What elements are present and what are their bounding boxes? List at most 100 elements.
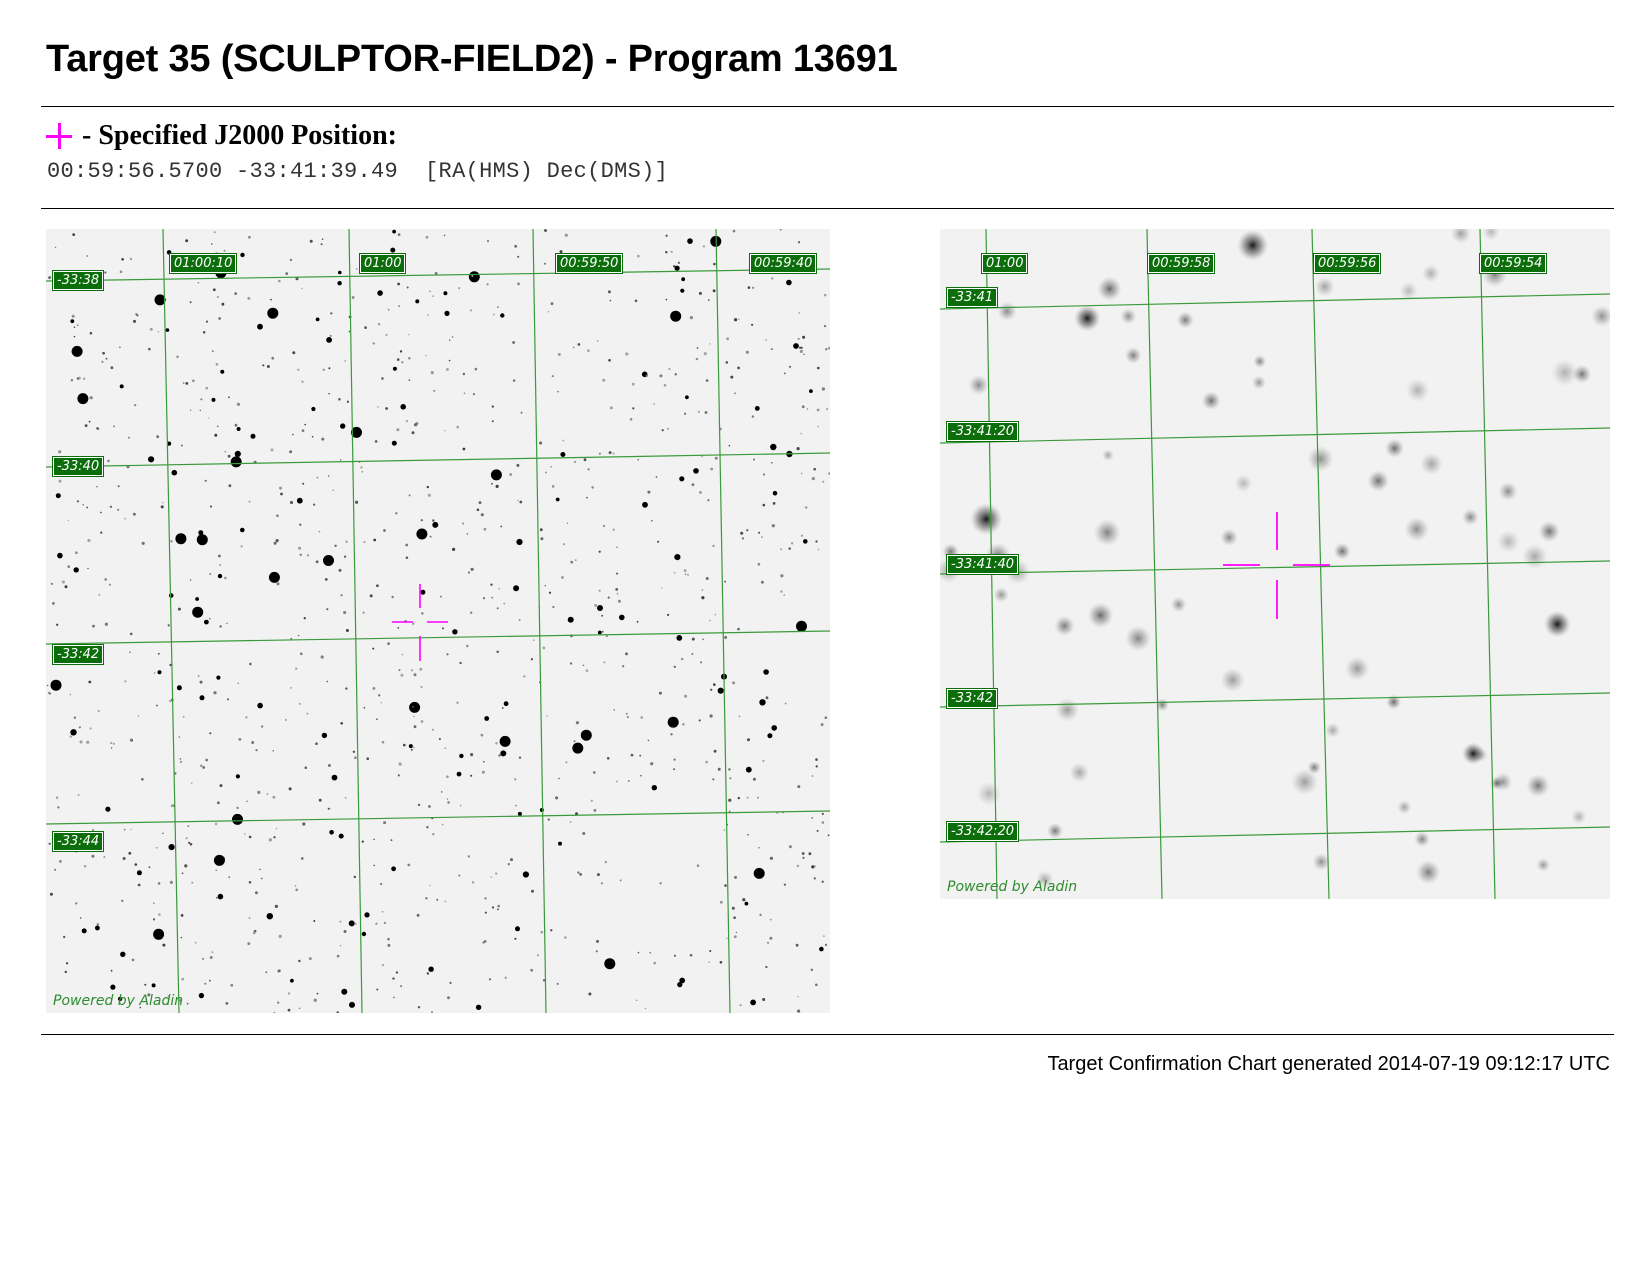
star-mark xyxy=(612,452,615,455)
star-mark xyxy=(451,336,454,338)
star-mark xyxy=(248,500,251,503)
star-mark xyxy=(88,420,91,423)
star-mark xyxy=(343,930,347,933)
star-mark xyxy=(336,1011,339,1013)
star-mark xyxy=(574,461,576,463)
star-mark xyxy=(139,1006,142,1009)
star-mark xyxy=(377,323,381,326)
star-mark xyxy=(685,395,689,400)
star-mark xyxy=(579,873,582,876)
star-mark xyxy=(1421,264,1441,283)
star-mark xyxy=(321,732,328,739)
star-mark xyxy=(432,521,439,528)
star-mark xyxy=(339,945,342,947)
dec-label: -33:42 xyxy=(945,688,999,709)
star-mark xyxy=(491,482,493,485)
star-mark xyxy=(272,795,276,799)
star-mark xyxy=(54,868,57,871)
star-mark xyxy=(737,366,740,370)
star-mark xyxy=(405,556,409,559)
star-mark xyxy=(710,688,713,691)
star-mark xyxy=(158,913,161,916)
star-mark xyxy=(555,796,559,800)
star-mark xyxy=(166,250,172,255)
star-mark xyxy=(362,611,365,614)
star-mark xyxy=(129,632,133,636)
star-mark xyxy=(134,863,138,866)
star-mark xyxy=(1570,808,1587,825)
star-mark xyxy=(469,309,473,312)
star-mark xyxy=(255,891,258,895)
star-mark xyxy=(183,716,185,718)
star-mark xyxy=(637,254,640,258)
star-mark xyxy=(110,366,114,370)
star-mark xyxy=(661,587,663,589)
star-mark xyxy=(301,380,304,383)
star-mark xyxy=(445,368,449,371)
star-mark xyxy=(705,760,708,764)
star-mark xyxy=(1591,305,1610,328)
star-mark xyxy=(712,289,716,293)
star-mark xyxy=(209,732,212,735)
star-mark xyxy=(557,391,559,393)
star-mark xyxy=(1087,602,1114,629)
star-mark xyxy=(413,715,415,718)
star-mark xyxy=(608,359,611,362)
star-mark xyxy=(165,328,170,332)
star-mark xyxy=(261,725,264,728)
star-mark xyxy=(800,472,803,475)
star-mark xyxy=(993,586,1010,603)
star-mark xyxy=(287,1008,291,1012)
star-mark xyxy=(64,970,67,974)
star-mark xyxy=(221,302,225,306)
star-mark xyxy=(219,564,222,566)
star-mark xyxy=(503,602,506,605)
star-mark xyxy=(601,630,604,633)
star-mark xyxy=(746,796,749,799)
star-mark xyxy=(564,233,568,237)
star-mark xyxy=(600,882,604,885)
star-mark xyxy=(59,860,62,863)
star-mark xyxy=(195,597,200,601)
star-mark xyxy=(71,345,83,357)
star-mark xyxy=(801,405,805,409)
star-mark xyxy=(661,429,664,432)
star-mark xyxy=(406,286,409,289)
star-mark xyxy=(816,408,820,412)
star-mark xyxy=(507,863,510,866)
star-mark xyxy=(385,407,388,410)
star-mark xyxy=(467,855,471,858)
star-mark xyxy=(500,525,503,528)
star-mark xyxy=(205,758,208,762)
star-mark xyxy=(689,953,693,957)
star-mark xyxy=(635,999,638,1001)
star-mark xyxy=(155,846,158,849)
star-mark xyxy=(636,620,639,623)
star-mark xyxy=(734,875,737,879)
star-mark xyxy=(725,361,729,364)
star-mark xyxy=(816,829,819,832)
star-mark xyxy=(446,775,449,778)
star-mark xyxy=(823,293,827,297)
star-mark xyxy=(387,938,390,941)
star-mark xyxy=(491,420,494,423)
star-mark xyxy=(616,780,618,783)
star-mark xyxy=(420,589,426,595)
star-mark xyxy=(244,833,246,835)
star-mark xyxy=(458,874,461,877)
star-mark xyxy=(780,548,783,551)
star-mark xyxy=(602,378,606,382)
star-mark xyxy=(376,988,379,991)
star-mark xyxy=(72,233,76,236)
star-mark xyxy=(374,440,378,443)
star-mark xyxy=(121,899,124,902)
star-mark xyxy=(617,599,621,603)
star-mark xyxy=(228,484,232,488)
star-mark xyxy=(751,415,755,418)
star-mark xyxy=(570,662,573,665)
star-mark xyxy=(634,299,638,303)
star-mark xyxy=(440,791,443,793)
star-mark xyxy=(64,585,68,589)
star-mark xyxy=(786,279,792,286)
star-mark xyxy=(595,950,598,953)
